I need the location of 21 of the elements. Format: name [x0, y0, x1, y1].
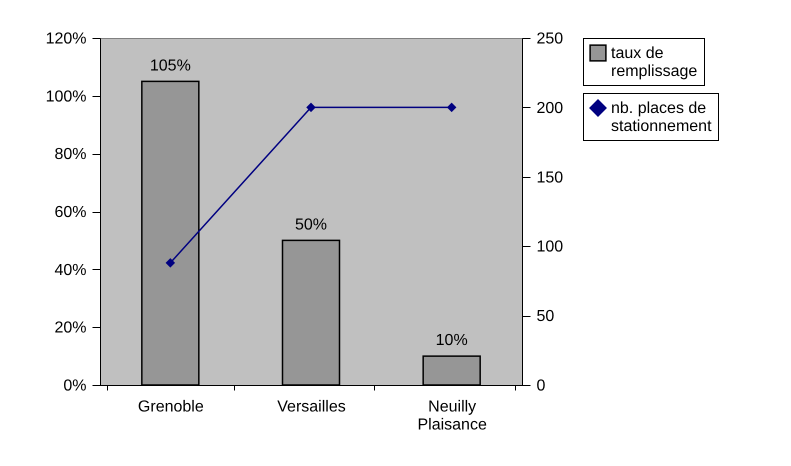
y2-tick-label: 150	[536, 169, 564, 186]
y2-tick-label: 100	[536, 238, 564, 256]
x-tick-label: Neuilly Plaisance	[417, 398, 487, 434]
data-label: 105%	[150, 57, 191, 74]
legend-label: nb. places de stationnement	[611, 100, 712, 135]
y2-tick-label: 200	[536, 100, 564, 117]
legend-label: taux de remplissage	[611, 45, 698, 80]
y2-tick-label: 50	[536, 308, 554, 326]
y-tick-label: 100%	[46, 88, 86, 106]
y-tick-label: 40%	[54, 262, 86, 279]
y-tick-label: 120%	[46, 30, 86, 48]
y-tick-label: 60%	[54, 204, 86, 221]
y-tick-label: 0%	[63, 378, 86, 394]
x-tick-label: Versailles	[277, 398, 346, 416]
data-label: 50%	[294, 216, 328, 234]
y-tick-label: 80%	[54, 146, 86, 164]
data-label: 10%	[436, 332, 468, 350]
y2-tick-label: 0	[536, 378, 546, 394]
y2-tick-label: 250	[536, 30, 564, 48]
y-tick-label: 20%	[54, 320, 86, 337]
x-tick-label: Grenoble	[138, 398, 204, 416]
